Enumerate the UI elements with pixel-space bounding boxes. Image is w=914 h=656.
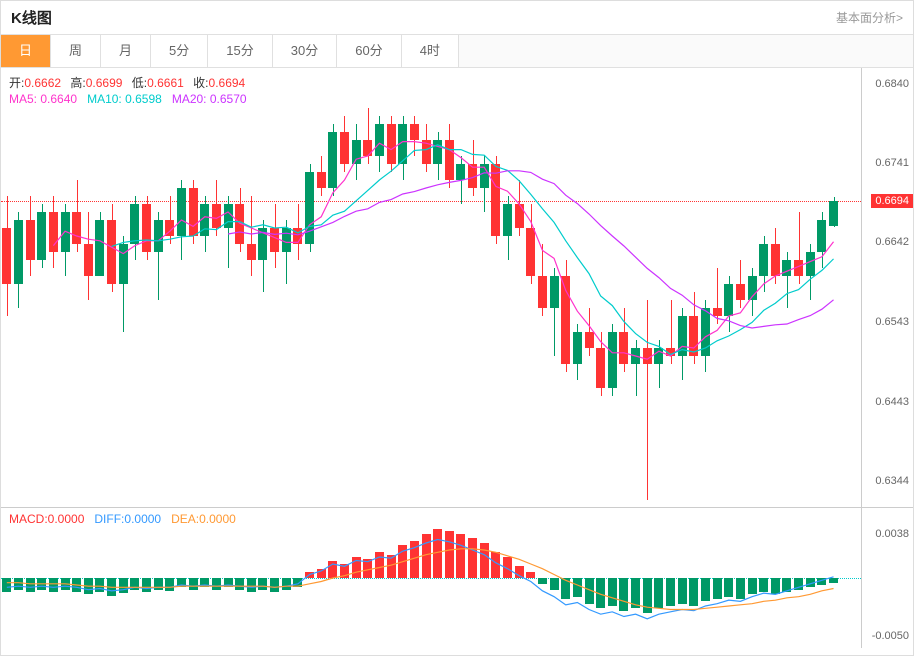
macd-chart[interactable]: MACD:0.0000 DIFF:0.0000 DEA:0.0000 0.003…: [1, 508, 913, 648]
ma-readout: MA5: 0.6640 MA10: 0.6598 MA20: 0.6570: [9, 92, 247, 106]
interval-tab-6[interactable]: 60分: [337, 35, 401, 67]
chart-container: K线图 基本面分析> 日周月5分15分30分60分4时 开:0.6662 高:0…: [0, 0, 914, 656]
macd-yaxis: 0.0038-0.0050: [861, 508, 913, 648]
ohlc-readout: 开:0.6662 高:0.6699 低:0.6661 收:0.6694: [9, 74, 251, 91]
interval-tab-3[interactable]: 5分: [151, 35, 208, 67]
ma5-label: MA5: 0.6640: [9, 92, 77, 106]
price-tag: 0.6694: [871, 194, 913, 208]
interval-tab-2[interactable]: 月: [101, 35, 151, 67]
header: K线图 基本面分析>: [1, 1, 913, 34]
chart-title: K线图: [11, 7, 52, 28]
interval-tab-4[interactable]: 15分: [208, 35, 272, 67]
candlestick-chart[interactable]: 开:0.6662 高:0.6699 低:0.6661 收:0.6694 MA5:…: [1, 68, 913, 508]
macd-readout: MACD:0.0000 DIFF:0.0000 DEA:0.0000: [9, 512, 236, 526]
ma20-label: MA20: 0.6570: [172, 92, 247, 106]
ma10-label: MA10: 0.6598: [87, 92, 162, 106]
interval-tab-5[interactable]: 30分: [273, 35, 337, 67]
interval-tab-0[interactable]: 日: [1, 35, 51, 67]
price-yaxis: 0.68400.67410.66420.65430.64430.63440.66…: [861, 68, 913, 507]
interval-tabs: 日周月5分15分30分60分4时: [1, 34, 913, 68]
fundamental-link[interactable]: 基本面分析>: [836, 9, 903, 26]
candlestick-plot[interactable]: [1, 68, 861, 507]
interval-tab-7[interactable]: 4时: [402, 35, 459, 67]
interval-tab-1[interactable]: 周: [51, 35, 101, 67]
macd-plot[interactable]: [1, 508, 861, 648]
